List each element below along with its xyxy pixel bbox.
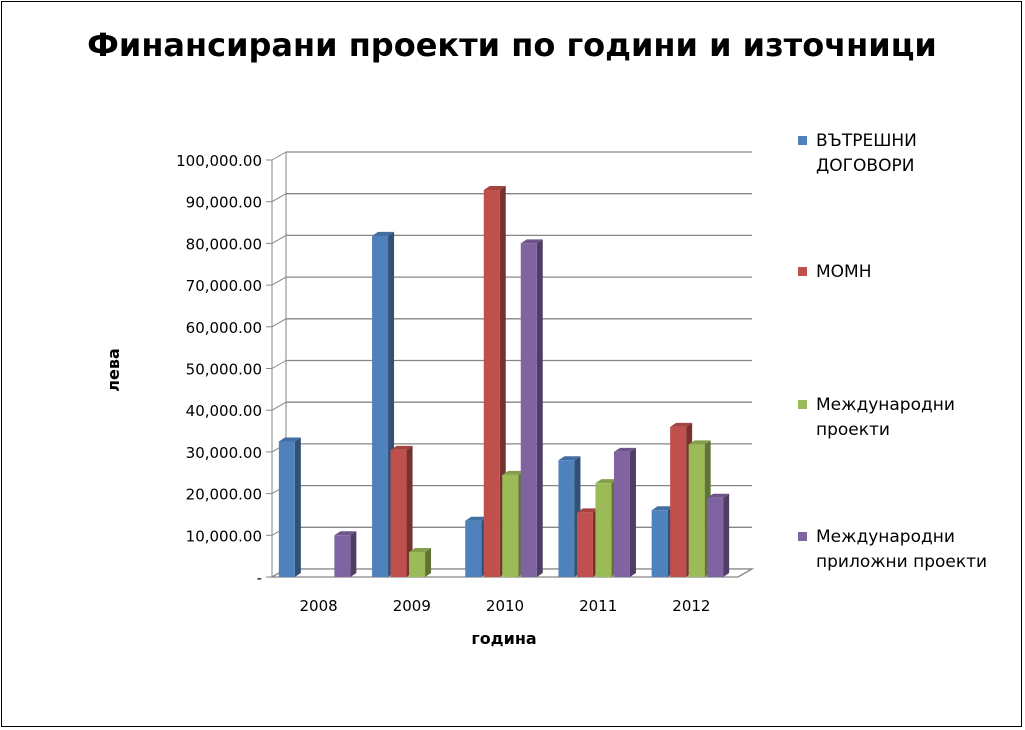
gridline-side — [271, 151, 287, 161]
y-tick-label: 50,000.00 — [186, 361, 262, 379]
y-tick-label: 70,000.00 — [186, 277, 262, 295]
legend-label: МОМН — [816, 262, 872, 282]
bar-top — [483, 186, 506, 191]
x-axis-title: година — [471, 629, 536, 648]
y-tick-label: 30,000.00 — [186, 444, 262, 462]
gridline-side — [271, 318, 287, 328]
bar-top — [465, 516, 488, 521]
bar-top — [688, 440, 711, 445]
y-tick-label: 20,000.00 — [186, 486, 262, 504]
bar — [334, 535, 351, 577]
bar — [502, 474, 519, 577]
y-tick-label: 40,000.00 — [186, 402, 262, 420]
legend-label: Международни — [816, 527, 955, 547]
gridline-side — [271, 234, 287, 244]
bar-side — [406, 445, 413, 577]
bar-top — [558, 456, 581, 461]
bar-side — [425, 547, 432, 577]
y-tick-label: 100,000.00 — [176, 152, 262, 170]
bar — [670, 426, 687, 577]
bar-side — [536, 239, 543, 577]
bar-top — [409, 547, 432, 552]
y-tick-label: 90,000.00 — [186, 194, 262, 212]
bar-side — [723, 493, 730, 577]
bar-top — [613, 447, 636, 452]
bar-top — [372, 231, 395, 236]
bar — [390, 449, 407, 577]
ticks-layer: - 10,000.00 20,000.00 30,000.00 40,000.00 50,… — [176, 152, 710, 615]
legend-swatch — [798, 136, 807, 145]
gridline-side — [271, 360, 287, 369]
legend-label: проекти — [816, 420, 890, 440]
legend-label: ВЪТРЕШНИ — [816, 131, 917, 151]
bar-top — [520, 239, 543, 244]
bar-top — [390, 445, 413, 450]
legend-label: ДОГОВОРИ — [816, 156, 914, 176]
bar — [688, 444, 705, 577]
x-tick-label: 2011 — [579, 597, 617, 615]
bar — [613, 451, 630, 577]
bar-top — [278, 437, 301, 442]
bar-top — [576, 508, 599, 513]
bar — [558, 460, 575, 577]
x-tick-label: 2010 — [486, 597, 524, 615]
bar — [651, 510, 668, 577]
legend-swatch — [798, 267, 807, 276]
bar-top — [651, 506, 674, 511]
bars-layer — [278, 186, 730, 578]
legend-swatch — [798, 400, 807, 409]
bar-top — [670, 422, 693, 427]
bar — [576, 512, 593, 577]
gridline-side — [271, 276, 287, 286]
bar — [520, 243, 537, 577]
bar — [372, 235, 389, 578]
bar — [595, 483, 612, 577]
x-tick-label: 2012 — [672, 597, 710, 615]
bar-side — [350, 531, 357, 577]
bar — [278, 441, 295, 577]
bar-side — [629, 447, 636, 577]
x-tick-label: 2008 — [300, 597, 338, 615]
chart-title: Финансирани проекти по години и източниц… — [87, 26, 937, 64]
y-tick-label: 80,000.00 — [186, 235, 262, 253]
bar-top — [595, 479, 618, 484]
legend-label: приложни проекти — [816, 552, 987, 572]
y-tick-label: 10,000.00 — [186, 527, 262, 545]
bar — [409, 551, 426, 577]
x-tick-label: 2009 — [393, 597, 431, 615]
bar — [465, 520, 482, 577]
legend-label: Международни — [816, 395, 955, 415]
bar-top — [334, 531, 357, 536]
legend-swatch — [798, 532, 807, 541]
y-tick-label: - — [257, 569, 262, 587]
bar-top — [707, 493, 730, 498]
legend: ВЪТРЕШНИ ДОГОВОРИ МОМН Международни проекти… — [798, 131, 987, 572]
y-axis-title: лева — [104, 348, 123, 392]
bar — [483, 190, 500, 578]
bar-side — [294, 437, 301, 577]
gridline-side — [271, 193, 287, 203]
bar — [707, 497, 724, 577]
gridline-side — [271, 401, 287, 411]
y-tick-label: 60,000.00 — [186, 319, 262, 337]
bar-top — [502, 470, 525, 475]
